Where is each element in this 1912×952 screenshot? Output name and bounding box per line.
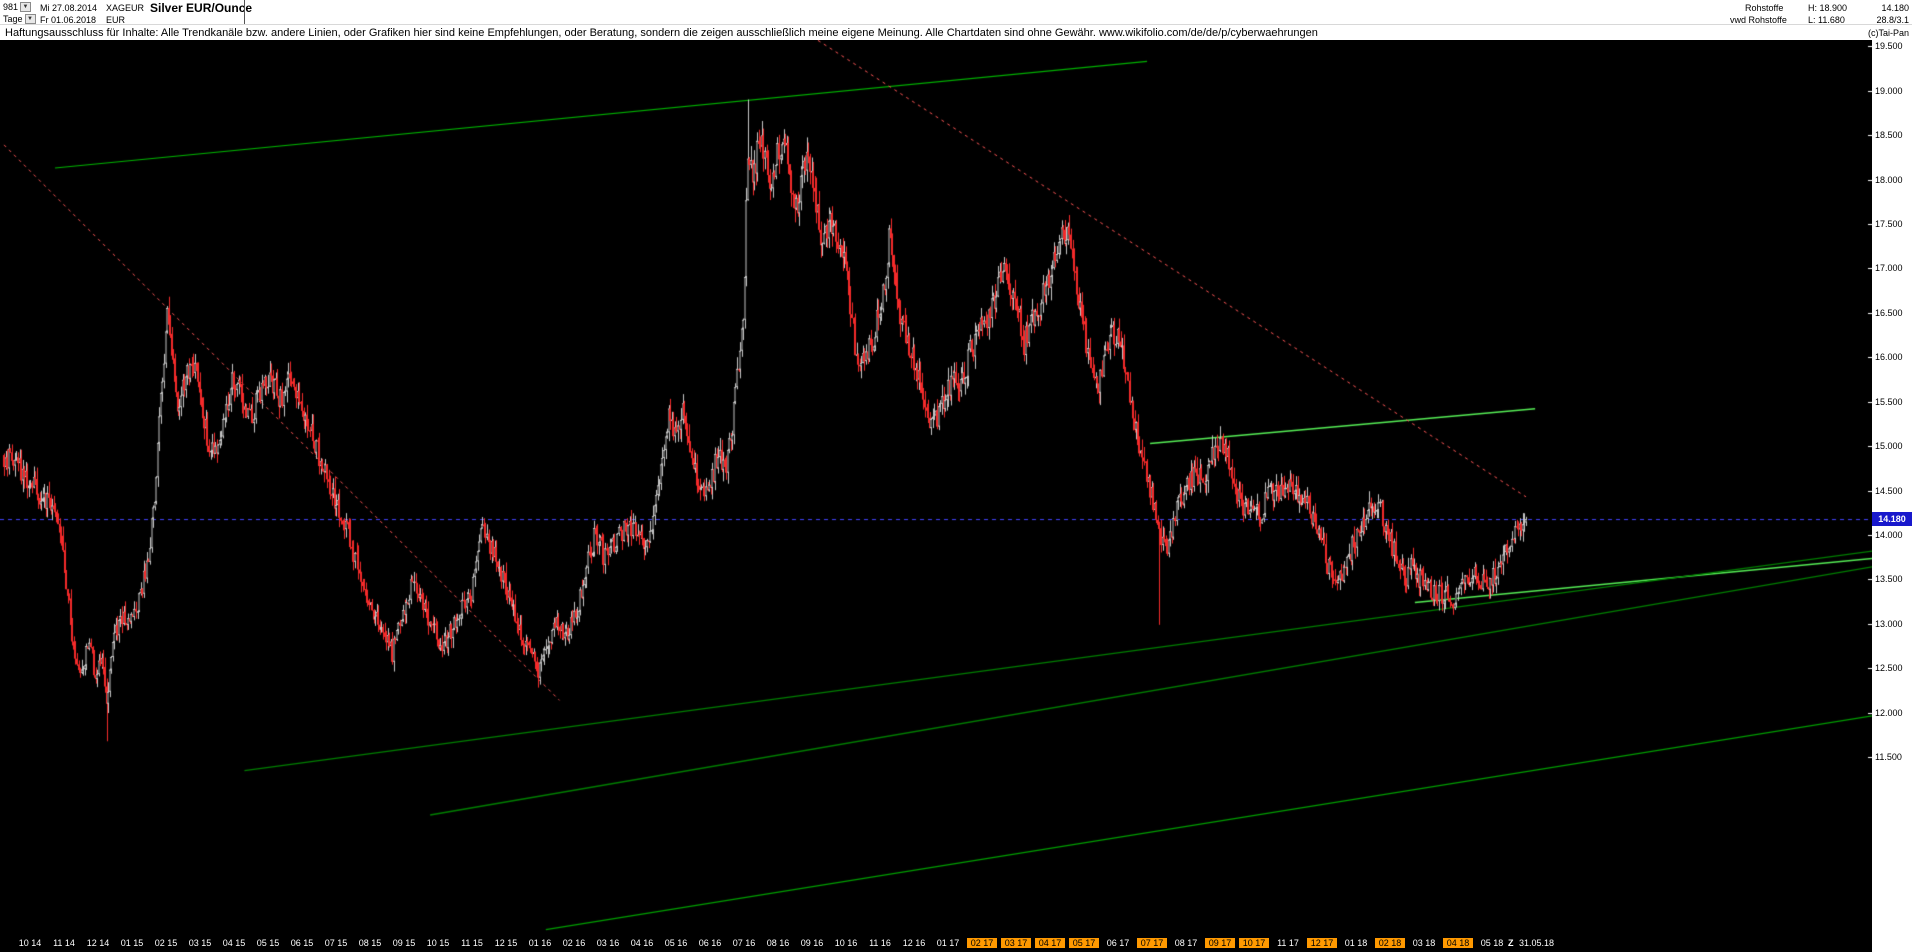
x-axis-label: 03 18: [1412, 938, 1436, 948]
y-axis-label: 13.500: [1875, 574, 1903, 585]
x-axis-label: 01 18: [1344, 938, 1368, 948]
x-axis-label: 01 17: [936, 938, 960, 948]
y-axis-label: 19.500: [1875, 41, 1903, 52]
x-axis-label: 01 15: [120, 938, 144, 948]
x-axis-label: 12 17: [1307, 938, 1337, 948]
x-axis-label: 08 15: [358, 938, 382, 948]
x-axis-label: 01 16: [528, 938, 552, 948]
x-axis-label: 09 15: [392, 938, 416, 948]
x-axis-label: 04 17: [1035, 938, 1065, 948]
x-axis-label: 05 16: [664, 938, 688, 948]
anchor-date: Mi 27.08.2014: [40, 3, 98, 13]
x-axis-label: 07 15: [324, 938, 348, 948]
y-axis-label: 13.000: [1875, 618, 1903, 629]
x-axis-label: 11 17: [1277, 938, 1299, 948]
x-axis-label: 03 15: [188, 938, 212, 948]
category-label: Rohstoffe: [1745, 3, 1784, 13]
y-axis-label: 18.500: [1875, 130, 1903, 141]
range-info: 28.8/3.1: [1876, 15, 1909, 25]
x-axis-label: 03 16: [596, 938, 620, 948]
y-axis-label: 15.500: [1875, 396, 1903, 407]
y-axis-label: 19.000: [1875, 85, 1903, 96]
chevron-down-icon[interactable]: ▼: [20, 2, 32, 12]
header-bar: 981 ▼ Mi 27.08.2014 XAGEUR Silver EUR/Ou…: [0, 0, 1912, 40]
x-axis-label: 09 17: [1205, 938, 1235, 948]
timeframe: Tage: [3, 14, 23, 24]
x-axis-label: 06 16: [698, 938, 722, 948]
end-marker: Z: [1508, 938, 1514, 948]
x-axis-label: 10 14: [18, 938, 42, 948]
symbol: XAGEUR: [106, 3, 145, 13]
x-axis-label: 11 16: [869, 938, 891, 948]
bar-count: 981: [3, 2, 19, 12]
x-axis-label: 10 17: [1239, 938, 1269, 948]
last-price-tag: 14.180: [1872, 512, 1912, 527]
bar-count-dropdown[interactable]: 981 ▼: [3, 2, 32, 12]
y-axis-label: 11.500: [1875, 752, 1902, 763]
chevron-down-icon[interactable]: ▼: [24, 14, 36, 24]
y-axis-label: 16.000: [1875, 352, 1903, 363]
chart-title: Silver EUR/Ounce: [150, 1, 253, 15]
copyright: (c)Tai-Pan: [1867, 28, 1909, 38]
end-date: Fr 01.06.2018: [40, 15, 97, 25]
y-axis-label: 14.500: [1875, 485, 1903, 496]
x-axis-label: 10 16: [834, 938, 858, 948]
x-axis-label: 02 18: [1375, 938, 1405, 948]
timeframe-dropdown[interactable]: Tage ▼: [3, 14, 36, 24]
high-value: H: 18.900: [1808, 3, 1848, 13]
y-axis-label: 17.000: [1875, 263, 1903, 274]
x-axis-label: 12 14: [86, 938, 110, 948]
x-axis-label: 05 18: [1480, 938, 1504, 948]
x-axis-label: 09 16: [800, 938, 824, 948]
y-axis-label: 17.500: [1875, 218, 1903, 229]
y-axis-label: 15.000: [1875, 441, 1903, 452]
price-axis: 19.500 19.000 18.500 18.000 17.500 17.000 16.5…: [1872, 40, 1912, 952]
x-axis-label: 04 16: [630, 938, 654, 948]
x-axis-label: 10 15: [426, 938, 450, 948]
disclaimer-text: Haftungsausschluss für Inhalte: Alle Tre…: [5, 27, 1318, 39]
x-axis-label: 07 17: [1137, 938, 1167, 948]
x-axis-label: 08 17: [1174, 938, 1198, 948]
y-axis-label: 12.000: [1875, 707, 1903, 718]
x-axis-label: 08 16: [766, 938, 790, 948]
last-price: 14.180: [1881, 3, 1909, 13]
x-axis-label: 12 16: [902, 938, 926, 948]
y-axis-label: 16.500: [1875, 307, 1903, 318]
x-axis-label: 04 18: [1443, 938, 1473, 948]
x-axis-label: 07 16: [732, 938, 756, 948]
x-axis-label: 02 15: [154, 938, 178, 948]
time-axis: 10 14 11 14 12 14 01 15 02 15 03 15 04 15 05 15…: [0, 935, 1872, 952]
x-axis-label: 02 17: [967, 938, 997, 948]
x-axis-label: 06 17: [1106, 938, 1130, 948]
x-axis-label: 11 14: [53, 938, 75, 948]
x-axis-label: 11 15: [461, 938, 483, 948]
currency: EUR: [106, 15, 126, 25]
low-value: L: 11.680: [1808, 15, 1845, 25]
x-axis-label: 05 15: [256, 938, 280, 948]
x-axis-label: 06 15: [290, 938, 314, 948]
x-axis-label: 03 17: [1001, 938, 1031, 948]
x-axis-label: 04 15: [222, 938, 246, 948]
x-axis-label: 02 16: [562, 938, 586, 948]
x-axis-label: 12 15: [494, 938, 518, 948]
price-chart-canvas[interactable]: [0, 40, 1872, 935]
end-date-label: 31.05.18: [1519, 938, 1555, 948]
y-axis-label: 14.000: [1875, 530, 1903, 541]
x-axis-label: 05 17: [1069, 938, 1099, 948]
y-axis-label: 18.000: [1875, 174, 1903, 185]
header-divider: [0, 24, 1912, 25]
feed-label: vwd Rohstoffe: [1730, 15, 1787, 25]
header-separator: [244, 0, 245, 24]
y-axis-label: 12.500: [1875, 663, 1903, 674]
